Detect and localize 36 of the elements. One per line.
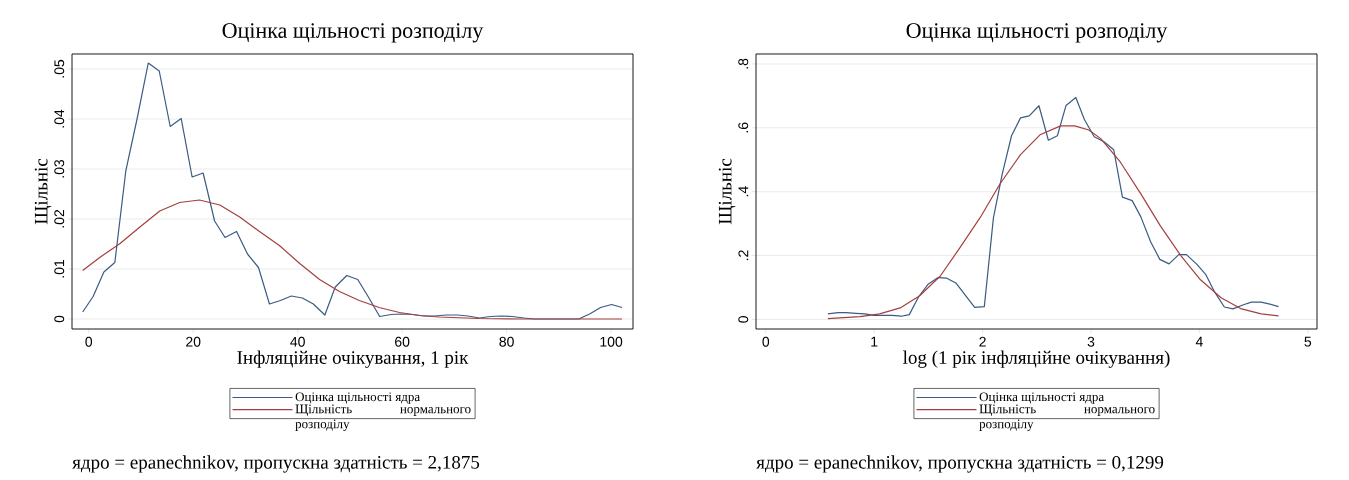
y-tick-label: .8 <box>738 58 749 69</box>
x-tick-label: 20 <box>186 336 201 347</box>
y-axis-title: Щільніс <box>34 158 52 225</box>
x-tick-label: 2 <box>979 336 986 347</box>
text: ядро = epanechnikov, пропускна здатність = 0,1299 <box>756 455 1164 473</box>
line-series <box>82 199 623 320</box>
x-tick-label: 80 <box>499 336 514 347</box>
chart-title: Оцінка щільності розподілу <box>222 23 484 43</box>
legend-label: Щільність нормального розподілу <box>295 404 471 431</box>
y-tick-label: .02 <box>54 209 65 228</box>
y-tick-label: .6 <box>738 122 749 133</box>
y-tick-label: .04 <box>54 109 65 128</box>
y-tick-label: .03 <box>54 159 65 178</box>
legend-label: Оцінка щільності ядра <box>295 392 420 404</box>
y-tick-label: .4 <box>738 186 749 197</box>
x-tick-label: 0 <box>762 336 770 347</box>
chart-title: Оцінка щільності розподілу <box>906 23 1168 43</box>
text: ядро = epanechnikov, пропускна здатність = 2,1875 <box>72 455 480 473</box>
legend-label: Щільність нормального розподілу <box>979 404 1155 431</box>
x-axis-title: log (1 рік інфляційне очікування) <box>903 350 1170 368</box>
x-tick-label: 0 <box>85 336 93 347</box>
y-tick-label: 0 <box>738 316 749 323</box>
legend-label: Оцінка щільності ядра <box>979 392 1104 404</box>
x-tick-label: 100 <box>600 336 623 347</box>
x-tick-label: 60 <box>395 336 410 347</box>
y-tick-label: 0 <box>54 315 65 323</box>
y-tick-label: .2 <box>738 250 749 261</box>
x-tick-label: 40 <box>290 336 305 347</box>
x-tick-label: 3 <box>1087 336 1095 347</box>
x-tick-label: 5 <box>1304 336 1312 347</box>
x-axis-title: Інфляційне очікування, 1 рік <box>237 350 469 368</box>
y-axis-title: Щільніс <box>718 158 736 225</box>
y-tick-label: .01 <box>54 259 65 278</box>
x-tick-label: 1 <box>871 336 878 347</box>
y-tick-label: .05 <box>54 59 65 78</box>
x-tick-label: 4 <box>1195 336 1203 347</box>
